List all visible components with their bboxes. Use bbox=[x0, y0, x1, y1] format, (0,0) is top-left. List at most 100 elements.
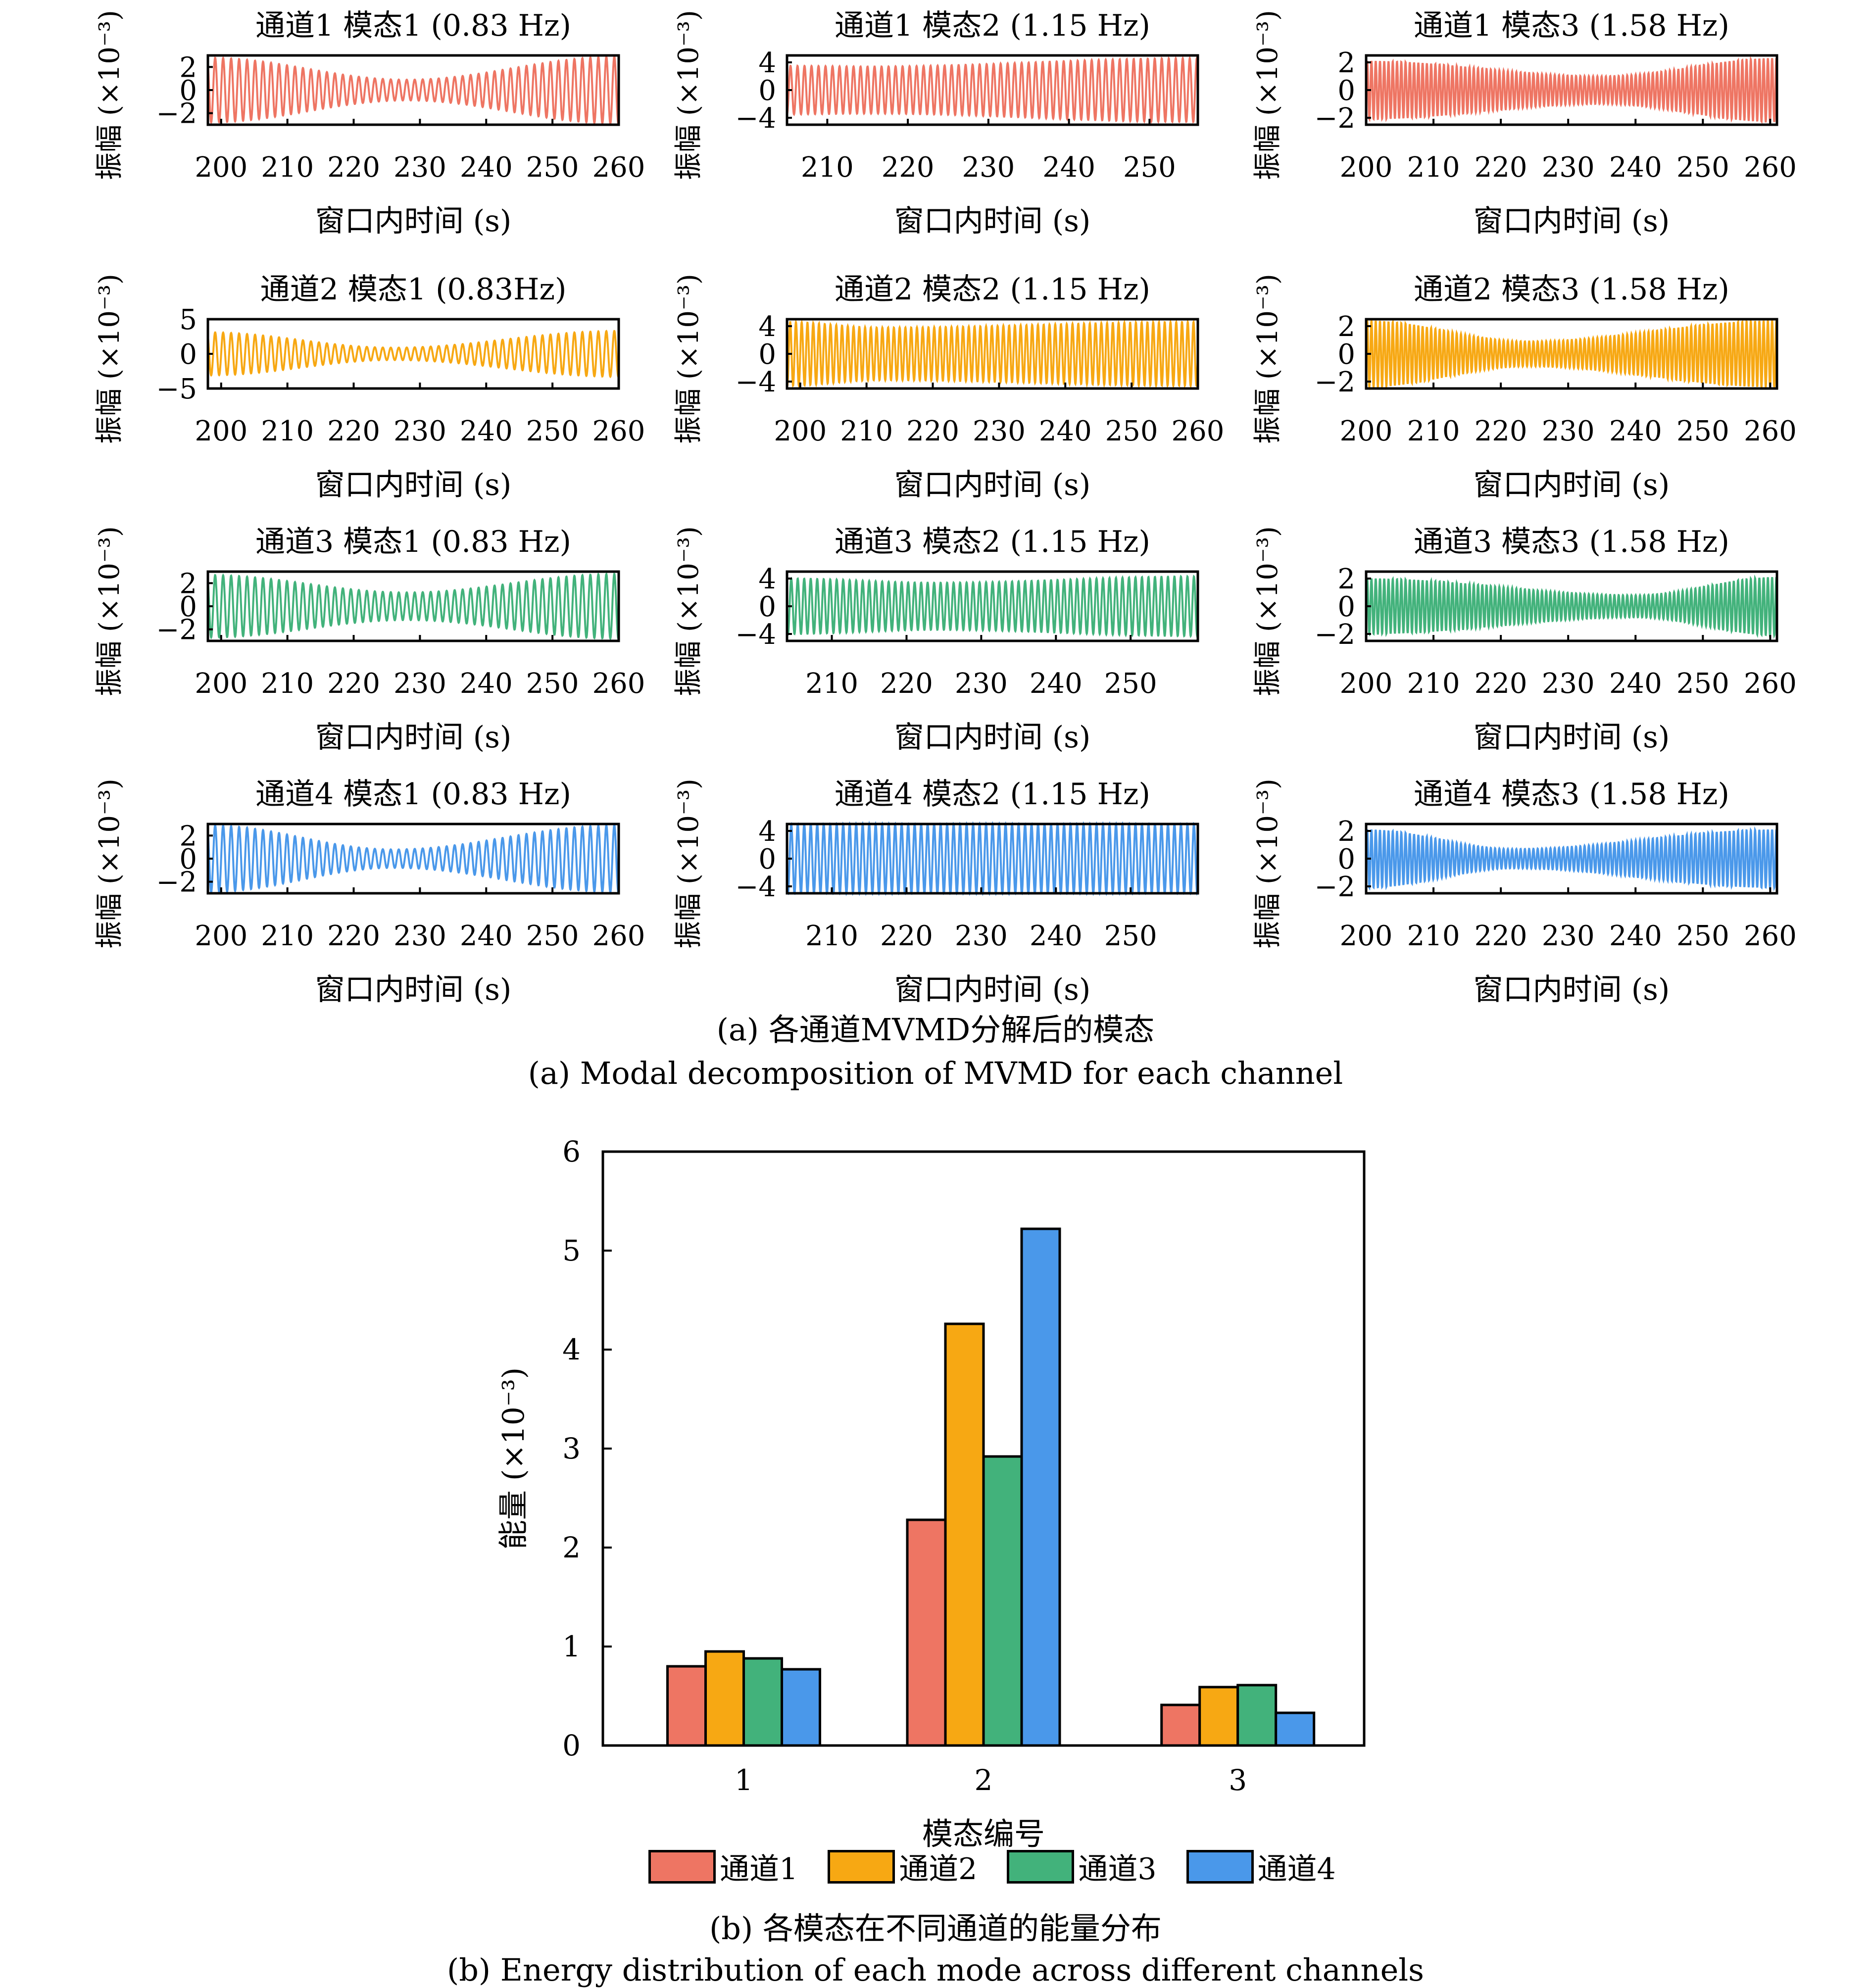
x-tick-label: 210 bbox=[261, 415, 314, 447]
x-tick-label: 260 bbox=[1744, 151, 1797, 184]
x-tick-label: 240 bbox=[1039, 415, 1092, 447]
y-axis-label: 振幅 (×10⁻³) bbox=[1252, 526, 1284, 696]
x-tick-label: 250 bbox=[1104, 668, 1157, 700]
y-axis-label: 振幅 (×10⁻³) bbox=[673, 778, 705, 949]
y-tick-label: 4 bbox=[758, 816, 776, 848]
bar-mode3-channel3 bbox=[1236, 1684, 1278, 1747]
x-tick-label: 210 bbox=[261, 668, 314, 700]
legend-swatch-channel4 bbox=[1186, 1849, 1254, 1884]
legend-label-channel2: 通道2 bbox=[899, 1852, 978, 1887]
x-axis-label: 窗口内时间 (s) bbox=[1474, 972, 1670, 1007]
x-tick-label: 240 bbox=[1030, 920, 1083, 952]
y-tick-label: 2 bbox=[562, 1531, 581, 1564]
y-axis-label: 振幅 (×10⁻³) bbox=[673, 526, 705, 696]
x-tick-label: 220 bbox=[1475, 920, 1527, 952]
subplot-title: 通道2 模态3 (1.58 Hz) bbox=[1414, 272, 1729, 307]
signal-line bbox=[786, 55, 1199, 124]
legend-label-channel1: 通道1 bbox=[720, 1852, 798, 1887]
legend-label-channel4: 通道4 bbox=[1257, 1852, 1336, 1887]
bar-mode3-channel4 bbox=[1275, 1711, 1316, 1747]
subplot-title: 通道3 模态1 (0.83 Hz) bbox=[255, 525, 571, 559]
plot-frame bbox=[601, 1150, 1366, 1747]
x-tick-label: 220 bbox=[327, 668, 380, 700]
x-axis-label: 窗口内时间 (s) bbox=[894, 204, 1091, 239]
legend-swatch-channel1 bbox=[648, 1849, 716, 1884]
x-tick-label: 250 bbox=[1676, 668, 1729, 700]
x-tick-label: 230 bbox=[394, 415, 446, 447]
y-axis-label: 振幅 (×10⁻³) bbox=[673, 10, 705, 180]
x-tick-label: 250 bbox=[526, 151, 579, 184]
y-tick-label: 2 bbox=[1337, 563, 1355, 595]
x-tick-label: 240 bbox=[1042, 151, 1095, 184]
x-tick-label: 240 bbox=[460, 151, 513, 184]
y-tick-label: 2 bbox=[179, 51, 197, 84]
x-tick-label: 200 bbox=[1340, 151, 1393, 184]
y-tick-label: 6 bbox=[562, 1135, 581, 1168]
x-tick-label: 220 bbox=[1475, 415, 1527, 447]
subplot-ch1-mode2: 通道1 模态2 (1.15 Hz) 210 220 230 240 250 −404 窗口内时… bbox=[673, 8, 1199, 239]
x-tick-label: 210 bbox=[805, 668, 858, 700]
x-tick-label: 200 bbox=[195, 151, 247, 184]
x-tick-label: 250 bbox=[1676, 920, 1729, 952]
x-tick-label: 260 bbox=[592, 151, 645, 184]
y-tick-label: 2 bbox=[179, 820, 197, 852]
legend-swatch-channel3 bbox=[1007, 1849, 1075, 1884]
x-tick-label: 240 bbox=[1609, 415, 1662, 447]
x-axis-label: 窗口内时间 (s) bbox=[894, 468, 1091, 502]
x-tick-label: 210 bbox=[1407, 151, 1460, 184]
subplot-title: 通道1 模态2 (1.15 Hz) bbox=[835, 8, 1150, 43]
x-tick-label: 230 bbox=[973, 415, 1026, 447]
subplot-ch2-mode2: 通道2 模态2 (1.15 Hz) 200 210 220 230 240 250 260 −4… bbox=[673, 272, 1224, 502]
y-tick-label: 0 bbox=[1337, 339, 1355, 371]
y-tick-label: 0 bbox=[758, 339, 776, 371]
x-tick-label: 250 bbox=[526, 668, 579, 700]
y-tick-label: 0 bbox=[758, 75, 776, 107]
x-tick-label: 260 bbox=[1744, 415, 1797, 447]
signal-line bbox=[1365, 826, 1778, 892]
x-tick-label: 200 bbox=[1340, 415, 1393, 447]
x-tick-label: 210 bbox=[1407, 920, 1460, 952]
x-tick-label: 260 bbox=[592, 415, 645, 447]
x-tick-label: 200 bbox=[195, 920, 247, 952]
x-tick-label: 260 bbox=[1744, 920, 1797, 952]
y-axis-label: 振幅 (×10⁻³) bbox=[1252, 778, 1284, 949]
bar-mode3-channel1 bbox=[1160, 1703, 1201, 1747]
caption-b-cn: (b) 各模态在不同通道的能量分布 bbox=[709, 1910, 1162, 1946]
x-tick-label: 1 bbox=[735, 1763, 753, 1797]
x-tick-label: 210 bbox=[261, 920, 314, 952]
y-axis-label: 振幅 (×10⁻³) bbox=[673, 274, 705, 444]
y-tick-label: 0 bbox=[758, 843, 776, 875]
bar-mode1-channel3 bbox=[742, 1657, 784, 1747]
x-tick-label: 230 bbox=[1542, 920, 1595, 952]
y-tick-label: −4 bbox=[735, 102, 776, 135]
x-tick-label: 200 bbox=[195, 415, 247, 447]
bar-mode2-channel2 bbox=[944, 1322, 985, 1747]
x-tick-label: 240 bbox=[1609, 668, 1662, 700]
signal-line bbox=[207, 55, 620, 126]
y-tick-label: 1 bbox=[562, 1630, 581, 1663]
x-axis-label: 窗口内时间 (s) bbox=[315, 468, 512, 502]
legend-label-channel3: 通道3 bbox=[1078, 1852, 1157, 1887]
subplot-ch4-mode2: 通道4 模态2 (1.15 Hz) 210 220 230 240 250 −404 窗口内时… bbox=[673, 777, 1199, 1007]
signal-line bbox=[207, 823, 620, 894]
legend-item-channel3: 通道3 bbox=[1007, 1845, 1157, 1888]
signal-line bbox=[1365, 574, 1778, 639]
y-tick-label: −2 bbox=[1314, 366, 1355, 398]
subplot-title: 通道2 模态2 (1.15 Hz) bbox=[835, 272, 1150, 307]
y-tick-label: 0 bbox=[1337, 843, 1355, 875]
x-tick-label: 230 bbox=[394, 668, 446, 700]
x-tick-label: 240 bbox=[1609, 920, 1662, 952]
x-tick-label: 250 bbox=[526, 920, 579, 952]
subplot-title: 通道4 模态3 (1.58 Hz) bbox=[1414, 777, 1729, 812]
x-tick-label: 250 bbox=[1123, 151, 1176, 184]
legend-item-channel1: 通道1 bbox=[648, 1845, 798, 1888]
bar-mode3-channel2 bbox=[1198, 1686, 1239, 1747]
x-tick-label: 240 bbox=[460, 920, 513, 952]
subplot-title: 通道3 模态2 (1.15 Hz) bbox=[835, 525, 1150, 559]
bar-mode1-channel2 bbox=[704, 1650, 745, 1747]
subplot-ch3-mode3: 通道3 模态3 (1.58 Hz) 200 210 220 230 240 250 260 −2… bbox=[1252, 525, 1797, 755]
x-tick-label: 260 bbox=[592, 668, 645, 700]
legend-item-channel4: 通道4 bbox=[1186, 1845, 1336, 1888]
y-tick-label: −4 bbox=[735, 871, 776, 903]
